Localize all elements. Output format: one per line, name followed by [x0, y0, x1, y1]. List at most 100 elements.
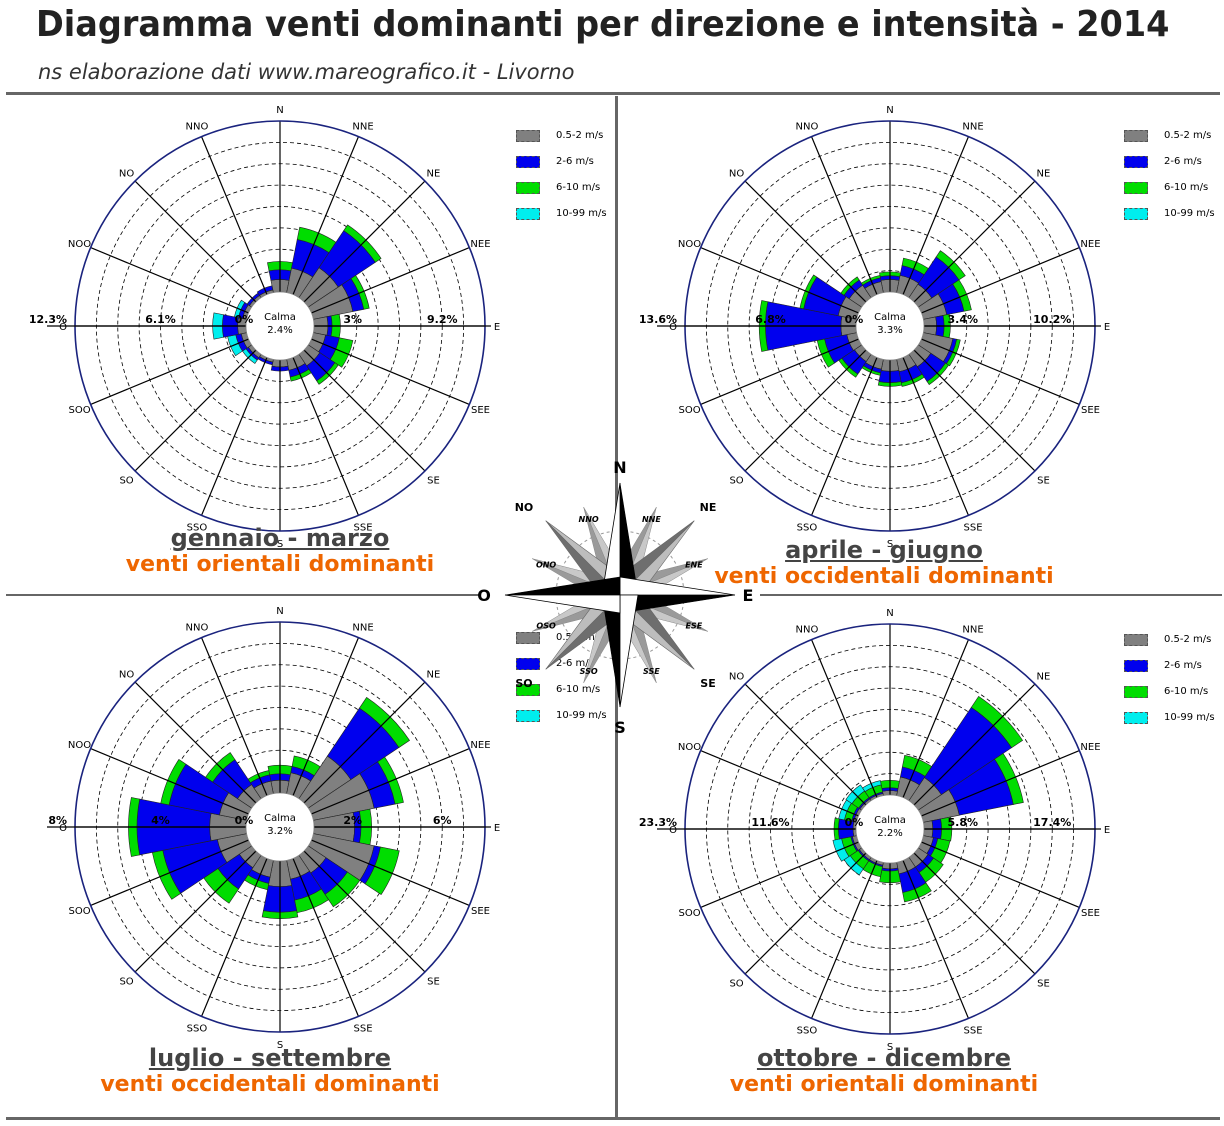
- wind-sector-sse: [902, 882, 932, 903]
- legend-swatch: [516, 182, 540, 194]
- period-label: luglio - settembre: [148, 1044, 392, 1072]
- compass-label-so: SO: [515, 677, 532, 690]
- direction-label-s: S: [887, 1042, 893, 1053]
- dominant-winds-note: venti occidentali dominanti: [714, 564, 1054, 589]
- legend-swatch: [1124, 634, 1148, 646]
- legend-label: 0.5-2 m/s: [556, 130, 604, 141]
- page-title: Diagramma venti dominanti per direzione …: [36, 4, 1170, 45]
- wind-rose-chart-q4: Calma2.2%NNNENENEEESEESESSESSSOSOSOOONOO…: [639, 608, 1110, 1053]
- period-label: aprile - giugno: [785, 536, 983, 564]
- direction-label-nne: NNE: [352, 623, 373, 634]
- legend-label: 6-10 m/s: [1164, 182, 1209, 193]
- compass-cardinal-point: [619, 576, 736, 596]
- legend-label: 10-99 m/s: [556, 208, 607, 219]
- ring-label-left: 12.3%: [29, 313, 67, 326]
- spoke: [292, 136, 360, 295]
- compass-label-ne: NE: [700, 501, 717, 514]
- legend-label: 2-6 m/s: [1164, 660, 1202, 671]
- legend-swatch: [516, 710, 540, 722]
- calm-circle: [855, 291, 925, 361]
- direction-label-see: SEE: [471, 405, 490, 416]
- direction-label-nno: NNO: [186, 623, 209, 634]
- direction-label-nno: NNO: [796, 122, 819, 133]
- spoke: [902, 136, 970, 295]
- direction-label-no: NO: [119, 169, 134, 180]
- spoke: [134, 681, 257, 804]
- spoke: [913, 683, 1036, 806]
- direction-label-e: E: [1104, 825, 1110, 836]
- direction-label-n: N: [886, 608, 893, 619]
- legend-swatch: [1124, 130, 1148, 142]
- ring-label-left: 13.6%: [639, 313, 677, 326]
- direction-label-ne: NE: [1037, 169, 1051, 180]
- dominant-winds-note: venti orientali dominanti: [125, 552, 435, 577]
- spoke: [134, 180, 257, 303]
- calm-label: Calma: [264, 312, 296, 323]
- ring-label-center-right: 3%: [343, 313, 362, 326]
- direction-label-sse: SSE: [964, 1025, 983, 1036]
- ring-label-center-left: 0%: [845, 816, 864, 829]
- compass-label-se: SE: [700, 677, 715, 690]
- dominant-winds-note: venti occidentali dominanti: [100, 1072, 440, 1097]
- direction-label-e: E: [494, 322, 500, 333]
- spoke: [90, 839, 249, 907]
- compass-label-nno: NNO: [579, 515, 599, 524]
- ring-label-left: 8%: [48, 814, 67, 827]
- direction-label-no: NO: [729, 672, 744, 683]
- direction-label-nno: NNO: [186, 122, 209, 133]
- compass-label-n: N: [613, 460, 626, 477]
- direction-label-n: N: [886, 105, 893, 116]
- direction-label-sso: SSO: [797, 1025, 818, 1036]
- period-caption: luglio - settembre venti occidentali dom…: [70, 1044, 470, 1098]
- legend-label: 2-6 m/s: [556, 658, 594, 669]
- compass-label-sso: SSO: [580, 667, 598, 676]
- direction-label-soo: SOO: [68, 906, 90, 917]
- spoke: [810, 860, 878, 1019]
- period-caption: aprile - giugno venti occidentali domina…: [674, 536, 1094, 590]
- legend-swatch: [1124, 712, 1148, 724]
- legend-label: 2-6 m/s: [1164, 156, 1202, 167]
- period-caption: ottobre - dicembre venti orientali domin…: [684, 1044, 1084, 1098]
- spoke: [700, 246, 859, 314]
- legend-swatch: [516, 684, 540, 696]
- wind-sector-see: [364, 846, 400, 895]
- direction-label-nee: NEE: [1080, 742, 1100, 753]
- spoke: [700, 749, 859, 817]
- spoke: [810, 639, 878, 798]
- period-label: ottobre - dicembre: [756, 1044, 1012, 1072]
- calm-label: Calma: [874, 312, 906, 323]
- spoke: [292, 637, 360, 796]
- ring-label-center-left: 0%: [235, 814, 254, 827]
- spoke: [303, 681, 426, 804]
- legend-swatch: [516, 632, 540, 644]
- direction-label-noo: NOO: [68, 740, 91, 751]
- ring-label-center-left: 0%: [235, 313, 254, 326]
- calm-circle: [245, 291, 315, 361]
- compass-label-no: NO: [515, 501, 534, 514]
- legend-label: 10-99 m/s: [1164, 208, 1215, 219]
- ring-label-right: 6%: [433, 814, 452, 827]
- calm-circle: [855, 794, 925, 864]
- direction-label-see: SEE: [1081, 908, 1100, 919]
- direction-label-noo: NOO: [678, 742, 701, 753]
- direction-label-sso: SSO: [187, 522, 208, 533]
- spoke: [303, 180, 426, 303]
- legend-swatch: [1124, 686, 1148, 698]
- compass-label-s: S: [614, 718, 626, 737]
- bottom-divider: [6, 1117, 1220, 1120]
- direction-label-o: O: [669, 825, 677, 836]
- dominant-winds-note: venti orientali dominanti: [729, 1072, 1039, 1097]
- direction-label-noo: NOO: [68, 239, 91, 250]
- direction-label-so: SO: [119, 475, 133, 486]
- compass-cardinal-point: [619, 594, 639, 708]
- ring-label-center-right: 2%: [343, 814, 362, 827]
- compass-label-ese: ESE: [686, 622, 703, 631]
- spoke: [913, 180, 1036, 303]
- horizontal-divider-right: [760, 594, 1222, 596]
- direction-label-nee: NEE: [470, 239, 490, 250]
- legend-label: 6-10 m/s: [556, 182, 601, 193]
- compass-cardinal-point: [504, 594, 621, 614]
- calm-value: 2.2%: [877, 828, 902, 839]
- compass-cardinal-point: [504, 576, 621, 596]
- direction-label-nee: NEE: [470, 740, 490, 751]
